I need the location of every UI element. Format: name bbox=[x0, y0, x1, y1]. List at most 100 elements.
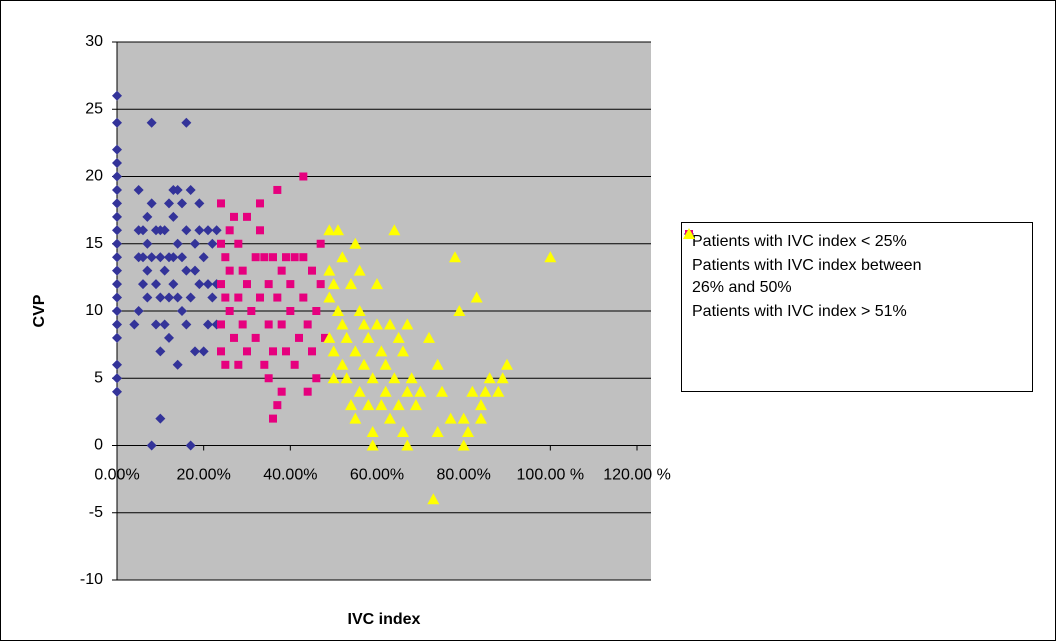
point bbox=[112, 144, 122, 155]
point bbox=[234, 360, 243, 369]
point bbox=[379, 358, 392, 370]
point bbox=[217, 280, 225, 289]
point bbox=[164, 332, 174, 343]
point bbox=[269, 347, 277, 356]
point bbox=[277, 266, 286, 275]
point bbox=[349, 237, 362, 249]
point bbox=[299, 172, 308, 181]
point bbox=[207, 238, 218, 249]
point bbox=[327, 278, 340, 290]
point bbox=[230, 212, 238, 221]
point bbox=[496, 372, 509, 384]
point bbox=[544, 251, 557, 263]
point bbox=[198, 346, 209, 357]
point bbox=[138, 279, 148, 290]
legend-label: Patients with IVC index < 25% bbox=[692, 233, 907, 250]
point bbox=[146, 440, 157, 451]
point bbox=[217, 320, 225, 329]
point bbox=[366, 439, 379, 451]
point bbox=[388, 372, 401, 384]
legend-item: Patients with IVC index < 25% bbox=[684, 229, 1022, 253]
point bbox=[155, 292, 166, 303]
point bbox=[217, 239, 225, 248]
point bbox=[168, 211, 179, 222]
point bbox=[243, 212, 251, 221]
y-tick-label: -5 bbox=[89, 504, 103, 521]
point bbox=[366, 426, 379, 438]
point bbox=[256, 226, 264, 235]
point bbox=[225, 266, 234, 275]
point bbox=[142, 211, 153, 222]
point bbox=[211, 225, 222, 236]
point bbox=[112, 158, 122, 169]
point bbox=[112, 319, 122, 330]
point bbox=[230, 333, 238, 342]
point bbox=[112, 359, 122, 370]
point bbox=[457, 439, 470, 451]
x-tick-label: 80.00% bbox=[437, 467, 491, 484]
point bbox=[112, 171, 122, 182]
point bbox=[177, 306, 187, 316]
point bbox=[256, 199, 264, 208]
x-tick-label: 100.00 % bbox=[517, 467, 585, 484]
point bbox=[427, 493, 440, 505]
point bbox=[151, 319, 161, 330]
point bbox=[112, 184, 122, 195]
point bbox=[358, 318, 370, 330]
point bbox=[340, 372, 353, 384]
point bbox=[112, 386, 122, 397]
point bbox=[256, 293, 264, 302]
point bbox=[203, 279, 213, 290]
point bbox=[323, 331, 336, 343]
point bbox=[475, 399, 487, 411]
x-tick-label: 0.00% bbox=[94, 467, 139, 484]
point bbox=[483, 372, 496, 384]
legend-marker bbox=[683, 228, 695, 239]
point bbox=[221, 253, 230, 262]
point bbox=[112, 117, 122, 128]
point bbox=[172, 292, 183, 303]
point bbox=[358, 358, 370, 370]
point bbox=[353, 305, 366, 316]
point bbox=[466, 385, 479, 397]
point bbox=[155, 252, 166, 263]
point bbox=[129, 319, 140, 330]
y-tick-label: 20 bbox=[85, 168, 103, 185]
point bbox=[410, 399, 422, 411]
point bbox=[225, 307, 234, 315]
point bbox=[260, 253, 269, 262]
point bbox=[436, 385, 448, 397]
point bbox=[194, 279, 205, 290]
point bbox=[194, 198, 205, 209]
point bbox=[225, 226, 234, 235]
point bbox=[260, 360, 269, 369]
point bbox=[112, 238, 122, 249]
point bbox=[251, 253, 260, 262]
point bbox=[133, 184, 144, 195]
x-tick-label: 20.00% bbox=[177, 467, 231, 484]
point bbox=[217, 347, 225, 356]
point bbox=[375, 399, 388, 411]
point bbox=[138, 252, 148, 263]
point bbox=[401, 439, 414, 451]
point bbox=[401, 318, 414, 330]
point bbox=[384, 318, 396, 330]
point bbox=[308, 266, 316, 275]
point bbox=[470, 291, 483, 303]
point bbox=[177, 252, 187, 263]
point bbox=[397, 345, 409, 357]
point bbox=[112, 265, 122, 276]
point bbox=[379, 385, 392, 397]
point bbox=[492, 385, 505, 397]
point bbox=[264, 374, 273, 383]
point bbox=[168, 252, 179, 263]
point bbox=[312, 307, 321, 315]
point bbox=[457, 412, 470, 424]
point bbox=[479, 385, 492, 397]
point bbox=[323, 264, 336, 276]
y-tick-label: 15 bbox=[85, 235, 103, 252]
legend-item: Patients with IVC index > 51% bbox=[683, 228, 1022, 323]
point bbox=[444, 412, 457, 424]
point bbox=[159, 225, 170, 236]
legend: Patients with IVC index < 25% Patients wi… bbox=[681, 222, 1033, 392]
